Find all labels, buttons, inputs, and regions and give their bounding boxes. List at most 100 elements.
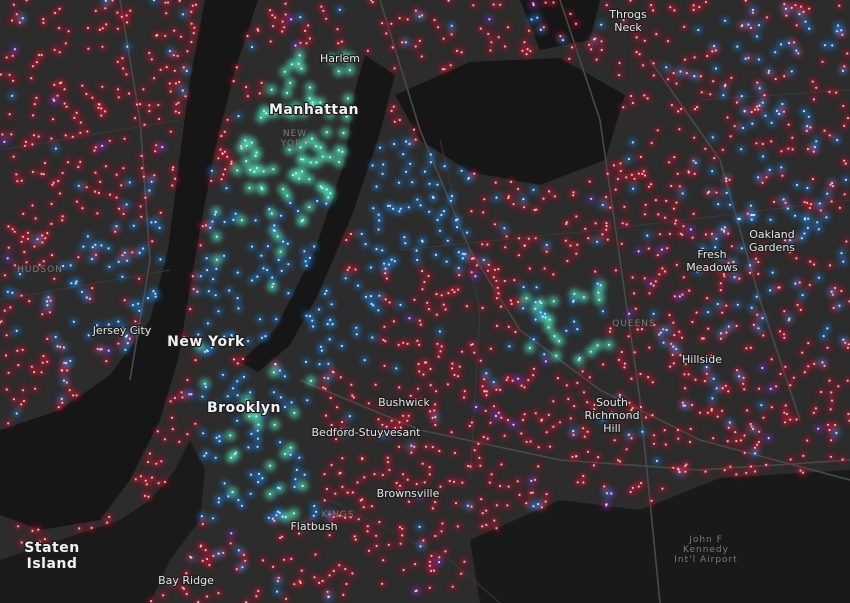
dot [199,545,202,548]
dot [46,232,49,235]
dot [129,9,132,12]
dot [797,52,800,55]
dot [53,48,56,51]
dot [210,179,213,182]
dot [417,363,420,366]
dot [74,282,77,285]
dot [75,280,78,283]
dot [61,401,64,404]
dot [652,442,656,445]
dot [278,369,281,372]
dot [325,202,328,205]
dot [629,490,632,494]
dot [274,363,277,366]
dot [302,158,305,161]
dot [757,176,760,179]
dot [451,585,454,588]
place-label: Harlem [320,52,360,65]
dot [597,456,600,459]
dot [593,408,596,411]
dot [132,224,135,227]
dot [618,396,621,399]
dot [168,49,171,53]
dot [323,376,326,379]
dot [628,312,631,315]
dot [104,0,107,2]
dot [629,94,633,98]
dot [783,3,786,6]
dot [375,185,378,188]
dot [571,46,574,49]
dot [171,416,174,419]
dot [326,590,329,593]
dot [565,329,568,332]
dot [617,358,621,361]
dot [249,168,252,172]
dot [695,311,698,314]
dot [11,19,14,22]
dot [344,567,347,571]
dot [555,354,558,357]
dot [11,54,14,57]
dot [406,419,409,422]
dot [64,134,67,137]
dot [461,257,464,260]
dot [545,243,548,246]
dot [521,49,524,52]
dot [311,104,314,107]
dot [572,429,575,433]
dot [443,165,446,168]
dot [305,42,308,45]
dot [738,277,741,280]
dot [262,267,265,270]
dot [534,237,537,240]
dot [168,82,171,85]
dot [605,195,608,199]
dot [384,267,387,270]
dot [782,333,786,336]
dot [192,288,195,291]
label-line: Neck [614,21,642,34]
dot [286,110,289,113]
dot [246,34,249,38]
dot [755,105,759,108]
dot [757,108,760,111]
dot [364,295,367,298]
dot [691,236,694,239]
dot [462,396,466,399]
dot [235,66,238,69]
dot [552,273,555,276]
dot [799,308,802,311]
dot [345,431,348,435]
dot [371,0,374,4]
dot [117,342,120,345]
label-line: Bay Ridge [158,574,214,587]
dot [658,273,661,276]
dot [531,491,534,494]
dot [214,294,217,297]
dot [397,343,400,346]
dot [723,275,726,278]
dot [386,461,390,464]
dot [453,451,456,455]
dot [174,177,177,180]
dot [832,306,835,310]
dot [668,161,671,164]
dot [725,331,728,334]
dot [754,470,757,473]
dot [493,268,496,271]
dot [379,404,382,407]
dot [765,176,768,179]
dot [456,218,459,221]
dot [26,231,30,234]
dot [163,480,167,484]
dot [613,439,616,442]
dot [828,379,831,382]
dot [634,307,637,310]
dot [679,232,682,235]
label-line: Bushwick [378,396,430,409]
label-line: NEW [283,129,307,139]
dot [757,260,760,264]
dot [756,313,759,316]
dot [618,61,621,65]
